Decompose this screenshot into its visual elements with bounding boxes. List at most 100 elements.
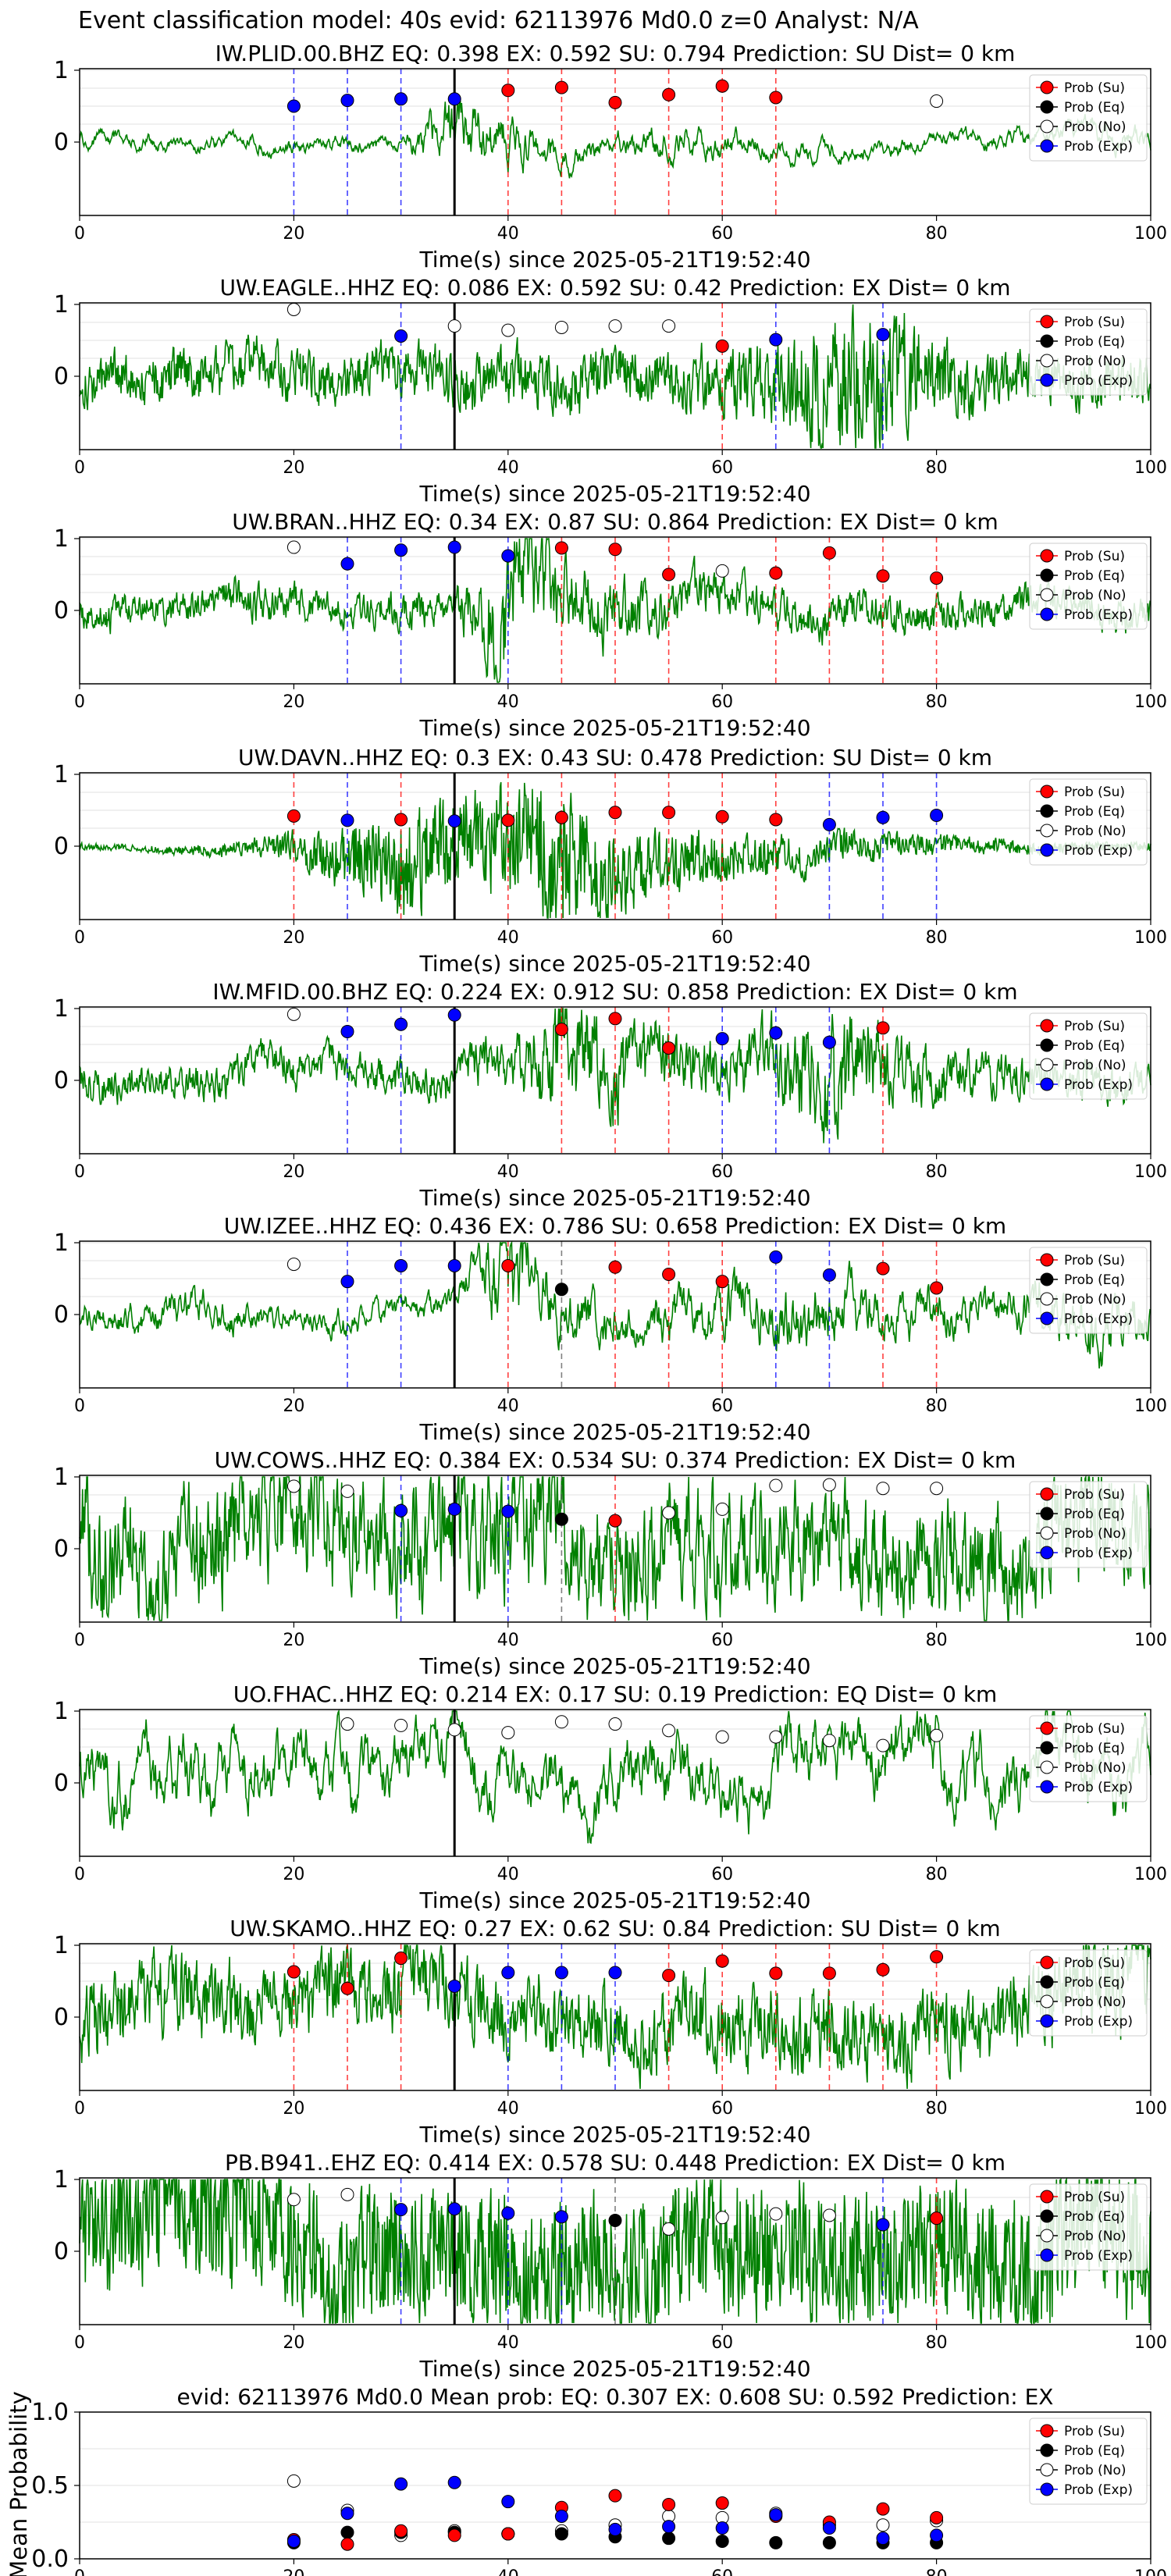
- panel-7-xlabel: Time(s) since 2025-05-21T19:52:40: [418, 1653, 810, 1679]
- panel-4-prob-marker: [608, 806, 622, 820]
- panel-2: UW.EAGLE..HHZ EQ: 0.086 EX: 0.592 SU: 0.…: [54, 275, 1167, 507]
- panel-1-prob-marker: [287, 99, 301, 113]
- panel-4-legend-label-eq: Prob (Eq): [1064, 804, 1125, 820]
- panel-10-prob-marker: [554, 2210, 568, 2224]
- panel-6-ytick-label: 0: [54, 1301, 69, 1329]
- mean-panel-xtick-label: 40: [497, 2567, 519, 2576]
- mean-panel-legend-marker-no: [1040, 2463, 1054, 2477]
- panel-7-waveform: [79, 1475, 1151, 1621]
- panel-5-xtick-label: 40: [497, 1162, 519, 1182]
- panel-1-waveform: [79, 98, 1151, 179]
- panel-9-legend-label-no: Prob (No): [1064, 1994, 1127, 2010]
- mean-panel-marker-su: [662, 2497, 676, 2511]
- panel-7-xtick-label: 80: [926, 1631, 948, 1650]
- panel-4-prob-marker: [447, 814, 461, 828]
- panel-7-prob-marker: [715, 1502, 729, 1516]
- panel-1-xtick-label: 20: [283, 224, 304, 244]
- panel-4-prob-marker: [876, 810, 890, 824]
- panel-3-legend-marker-exp: [1040, 607, 1054, 621]
- panel-1-prob-marker: [662, 87, 676, 101]
- panel-2-legend-marker-su: [1040, 315, 1054, 329]
- panel-2-legend-label-exp: Prob (Exp): [1064, 373, 1133, 389]
- panel-8-xtick-label: 40: [497, 1865, 519, 1884]
- panel-6-prob-marker: [876, 1261, 890, 1276]
- mean-panel-marker-exp: [501, 2495, 515, 2509]
- panel-7-title: UW.COWS..HHZ EQ: 0.384 EX: 0.534 SU: 0.3…: [215, 1447, 1016, 1473]
- panel-5-xtick-label: 20: [283, 1162, 304, 1182]
- panel-9-prob-marker: [822, 1966, 836, 1980]
- panel-5-prob-marker: [394, 1017, 408, 1031]
- panel-5-prob-marker: [769, 1026, 783, 1040]
- panel-9-legend-marker-no: [1040, 1994, 1054, 2008]
- panel-7-legend-marker-su: [1040, 1487, 1054, 1501]
- panel-6-legend-marker-su: [1040, 1253, 1054, 1267]
- mean-panel-title: evid: 62113976 Md0.0 Mean prob: EQ: 0.30…: [177, 2384, 1054, 2410]
- mean-panel-marker-exp: [287, 2534, 301, 2548]
- panel-4-prob-marker: [287, 809, 301, 823]
- panel-6-prob-marker: [287, 1258, 301, 1272]
- panel-1-prob-marker: [769, 91, 783, 105]
- panel-2-xtick-label: 100: [1134, 458, 1167, 478]
- panel-2-prob-marker: [554, 320, 568, 334]
- panel-9-xlabel: Time(s) since 2025-05-21T19:52:40: [418, 2122, 810, 2147]
- panel-3-legend-label-su: Prob (Su): [1064, 549, 1125, 564]
- panel-2-legend-marker-eq: [1040, 334, 1054, 348]
- panel-8-prob-marker: [501, 1726, 515, 1740]
- panel-7-legend-marker-eq: [1040, 1507, 1054, 1521]
- panel-1-prob-marker: [501, 84, 515, 98]
- panel-7-prob-marker: [554, 1512, 568, 1526]
- panel-8-xtick-label: 20: [283, 1865, 304, 1884]
- panel-1-legend-label-eq: Prob (Eq): [1064, 100, 1125, 116]
- panel-10-prob-marker: [930, 2211, 944, 2226]
- panel-1-xtick-label: 0: [74, 224, 85, 244]
- mean-panel-marker-exp: [930, 2528, 944, 2542]
- panel-4: UW.DAVN..HHZ EQ: 0.3 EX: 0.43 SU: 0.478 …: [54, 745, 1167, 977]
- mean-panel-xtick-label: 20: [283, 2567, 304, 2576]
- panel-9-xtick-label: 20: [283, 2099, 304, 2119]
- panel-6-prob-marker: [662, 1267, 676, 1281]
- panel-3-xtick-label: 60: [711, 692, 733, 712]
- panel-7-legend-marker-exp: [1040, 1546, 1054, 1560]
- panel-7-prob-marker: [340, 1484, 354, 1498]
- panel-5-legend-label-su: Prob (Su): [1064, 1019, 1125, 1034]
- panel-9: UW.SKAMO..HHZ EQ: 0.27 EX: 0.62 SU: 0.84…: [54, 1916, 1167, 2147]
- panel-8-ytick-label: 1: [54, 1698, 69, 1725]
- panel-4-prob-marker: [394, 813, 408, 827]
- panel-3-prob-marker: [662, 568, 676, 582]
- panel-10-prob-marker: [876, 2218, 890, 2232]
- mean-panel-legend-marker-eq: [1040, 2443, 1054, 2457]
- panel-8-prob-marker: [769, 1730, 783, 1744]
- panel-4-prob-marker: [662, 806, 676, 820]
- panel-8-prob-marker: [394, 1718, 408, 1732]
- panel-6-xtick-label: 80: [926, 1397, 948, 1416]
- panel-8-prob-marker: [608, 1717, 622, 1731]
- panel-3-prob-marker: [447, 540, 461, 554]
- panel-8-xtick-label: 60: [711, 1865, 733, 1884]
- panel-9-prob-marker: [715, 1954, 729, 1968]
- mean-panel-xtick-label: 60: [711, 2567, 733, 2576]
- panel-10-prob-marker: [394, 2203, 408, 2217]
- panel-5-prob-marker: [822, 1035, 836, 1049]
- panel-8-prob-marker: [822, 1734, 836, 1748]
- mean-panel-marker-eq: [822, 2535, 836, 2549]
- panel-6-title: UW.IZEE..HHZ EQ: 0.436 EX: 0.786 SU: 0.6…: [224, 1213, 1006, 1239]
- panel-6-xtick-label: 20: [283, 1397, 304, 1416]
- panel-6-legend-marker-no: [1040, 1292, 1054, 1306]
- panel-9-prob-marker: [447, 1979, 461, 1993]
- panel-6-legend-label-eq: Prob (Eq): [1064, 1272, 1125, 1288]
- panel-6-legend-marker-exp: [1040, 1311, 1054, 1325]
- panel-3-prob-marker: [715, 564, 729, 578]
- panel-1-prob-marker: [447, 92, 461, 106]
- panel-6-prob-marker: [769, 1250, 783, 1264]
- panel-2-ytick-label: 0: [54, 363, 69, 390]
- panel-8-waveform: [79, 1709, 1151, 1845]
- panel-6-legend-label-no: Prob (No): [1064, 1292, 1127, 1308]
- panel-10-prob-marker: [287, 2193, 301, 2207]
- panel-1-ytick-label: 0: [54, 129, 69, 156]
- panel-6-prob-marker: [394, 1258, 408, 1272]
- panel-10-ytick-label: 0: [54, 2238, 69, 2265]
- panel-7-legend-label-exp: Prob (Exp): [1064, 1546, 1133, 1561]
- panel-7: UW.COWS..HHZ EQ: 0.384 EX: 0.534 SU: 0.3…: [54, 1447, 1167, 1679]
- panel-6-prob-marker: [447, 1258, 461, 1272]
- mean-panel-marker-su: [501, 2527, 515, 2541]
